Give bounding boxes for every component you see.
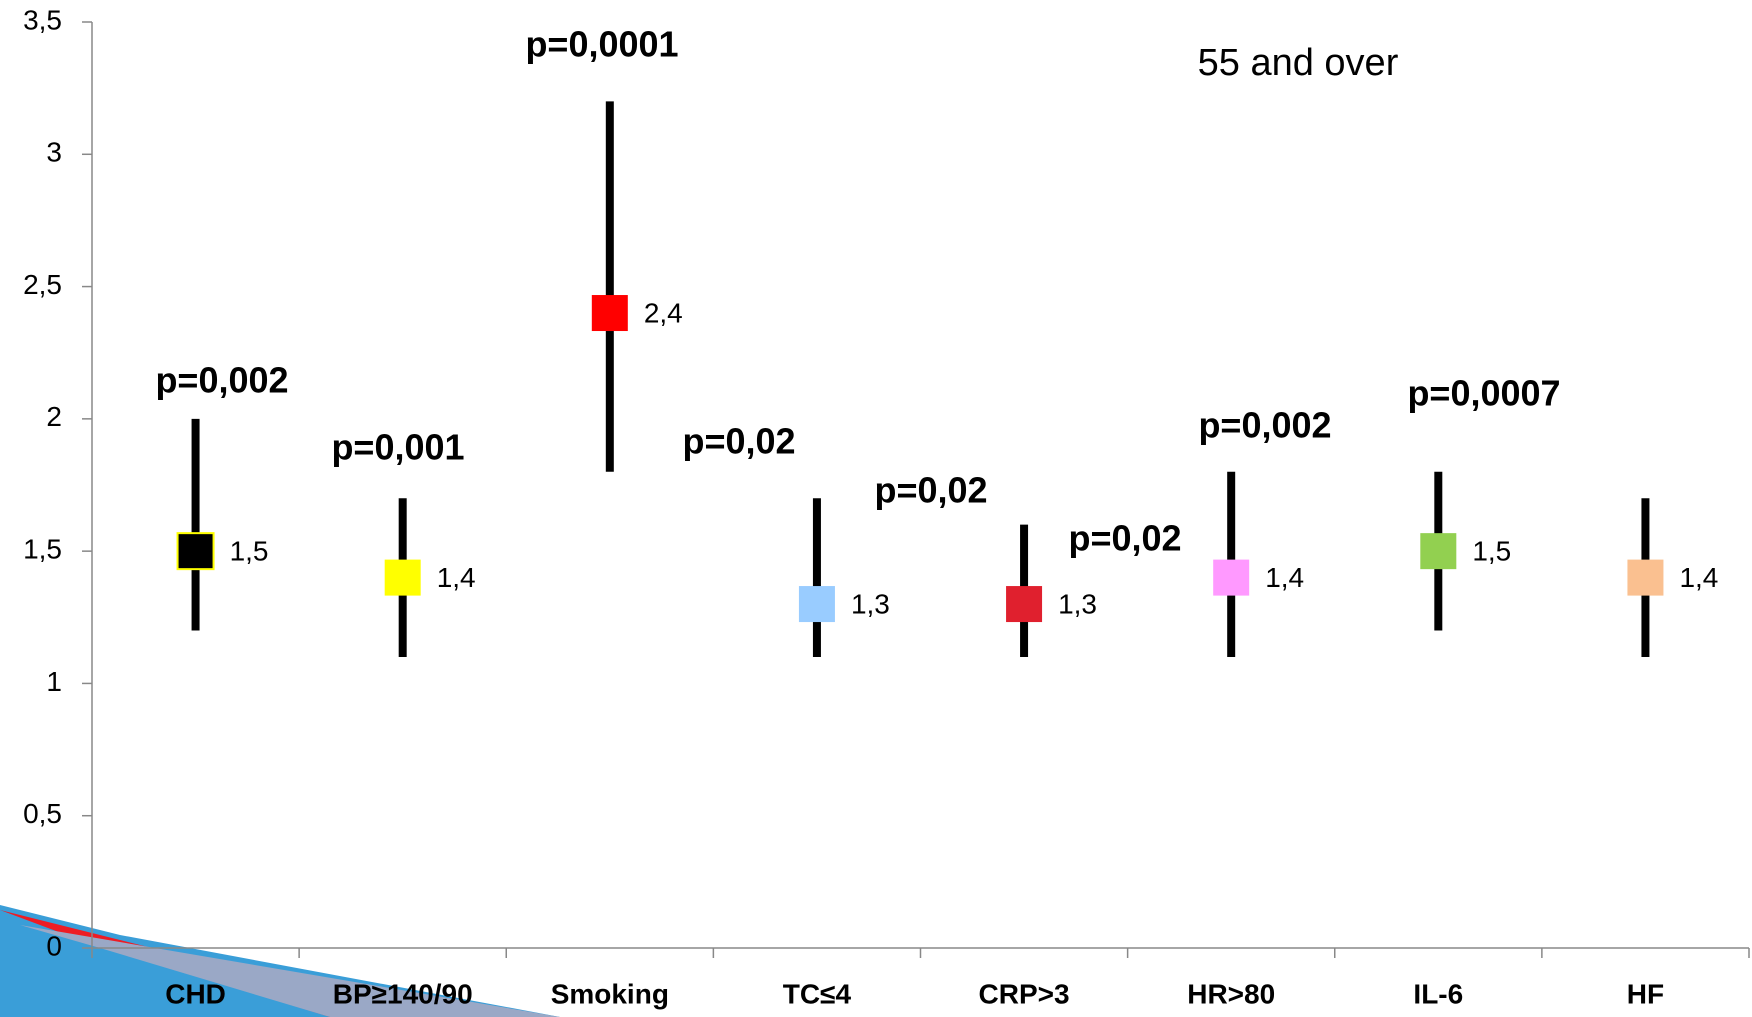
marker (176, 532, 215, 571)
value-label: 1,3 (1058, 588, 1097, 619)
x-tick-label: Smoking (551, 978, 669, 1009)
x-tick-label: TC≤4 (783, 978, 852, 1009)
y-tick-label: 1 (46, 666, 62, 697)
annotation: p=0,0007 (1407, 373, 1560, 414)
annotation: p=0,001 (331, 427, 464, 468)
marker (798, 586, 835, 623)
value-label: 1,5 (230, 536, 269, 567)
annotation: p=0,02 (682, 421, 795, 462)
marker (384, 559, 421, 596)
x-tick-label: CRP>3 (979, 978, 1070, 1009)
marker (1420, 533, 1457, 570)
y-tick-label: 0,5 (23, 798, 62, 829)
value-label: 1,4 (1679, 562, 1718, 593)
annotation: p=0,0001 (525, 24, 678, 65)
annotation: p=0,002 (1198, 405, 1331, 446)
marker (1627, 559, 1664, 596)
x-tick-label: BP≥140/90 (333, 978, 473, 1009)
value-label: 1,3 (851, 588, 890, 619)
x-tick-label: HR>80 (1187, 978, 1275, 1009)
value-label: 1,4 (1265, 562, 1304, 593)
x-tick-label: HF (1627, 978, 1664, 1009)
x-tick-label: IL-6 (1413, 978, 1463, 1009)
decoration (0, 905, 560, 1017)
value-label: 2,4 (644, 297, 683, 328)
y-tick-label: 2 (46, 401, 62, 432)
x-tick-label: CHD (165, 978, 226, 1009)
value-label: 1,5 (1472, 536, 1511, 567)
marker (1213, 559, 1250, 596)
annotation: p=0,002 (155, 360, 288, 401)
y-tick-label: 1,5 (23, 534, 62, 565)
y-tick-label: 3 (46, 137, 62, 168)
value-label: 1,4 (437, 562, 476, 593)
annotation: p=0,02 (874, 470, 987, 511)
marker (1006, 586, 1043, 623)
annotation: p=0,02 (1068, 518, 1181, 559)
y-tick-label: 3,5 (23, 4, 62, 35)
y-tick-label: 0 (46, 930, 62, 961)
subtitle: 55 and over (1198, 42, 1399, 84)
y-tick-label: 2,5 (23, 269, 62, 300)
marker (591, 295, 628, 332)
